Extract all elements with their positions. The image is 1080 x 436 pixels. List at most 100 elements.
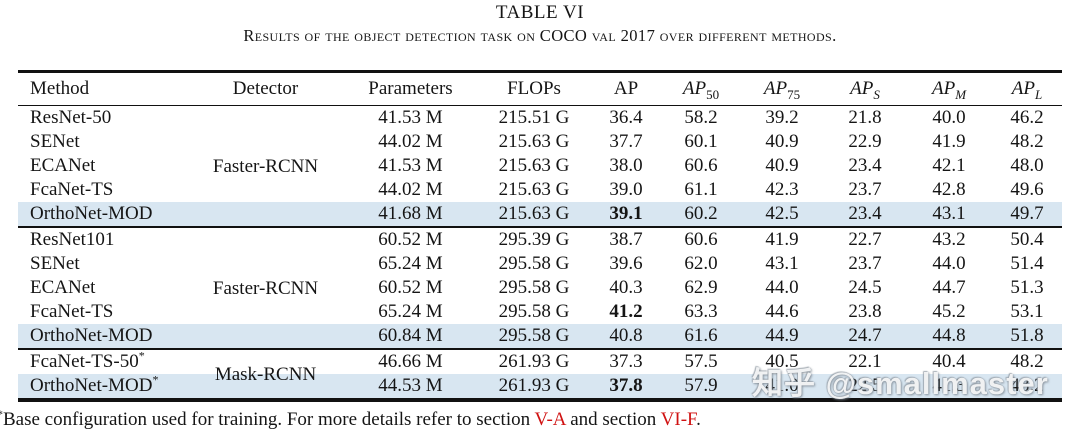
method-cell: ECANet — [30, 277, 96, 298]
ap50-cell: 62.9 — [684, 277, 718, 298]
apl-cell: 51.3 — [1010, 277, 1044, 298]
detector-cell — [188, 178, 343, 202]
detector-cell — [188, 324, 343, 349]
apl-cell: 46.2 — [1010, 107, 1044, 128]
aps-cell: 22.7 — [824, 226, 906, 252]
table-number-title: TABLE VI — [495, 2, 585, 23]
apl-cell: 48.2 — [992, 348, 1062, 374]
ap-cell: 37.7 — [609, 131, 643, 152]
method-cell: SENet — [30, 131, 80, 152]
ap75-cell: 43.1 — [765, 253, 799, 274]
ap75-cell: 42.5 — [740, 202, 824, 227]
ap50-cell: 60.6 — [662, 226, 740, 252]
footnote-period: . — [696, 409, 701, 430]
aps-cell: 22.9 — [848, 131, 882, 152]
ap-cell: 38.7 — [590, 226, 662, 252]
parameters-cell: 44.02 M — [378, 179, 443, 200]
detector-cell — [188, 348, 343, 374]
apm-cell: 45.2 — [932, 301, 966, 322]
aps-cell: 23.7 — [848, 253, 882, 274]
detector-cell — [188, 202, 343, 227]
apl-cell: 48.2 — [992, 374, 1062, 400]
flops-cell: 295.58 G — [498, 301, 570, 322]
table-row: ResNet-50 41.53 M 215.51 G 36.4 58.2 39.2 21.8… — [18, 106, 1062, 131]
parameters-cell: 60.52 M — [343, 226, 478, 252]
ap-cell: 40.8 — [590, 324, 662, 349]
footnote-text-mid: and section — [565, 409, 661, 430]
header-row: Method Detector Parameters FLOPs AP AP50… — [18, 71, 1062, 106]
footnote-marker: * — [0, 407, 3, 421]
ap-cell: 38.0 — [609, 155, 643, 176]
flops-cell: 261.93 G — [478, 374, 590, 400]
parameters-cell: 46.66 M — [343, 348, 478, 374]
apm-cell: 42.8 — [932, 179, 966, 200]
method-cell: SENet — [30, 253, 80, 274]
table-row: OrthoNet-MOD 60.84 M 295.58 G 40.8 61.6 44.9 2… — [18, 324, 1062, 349]
method-cell: ResNet101 — [18, 226, 188, 252]
ap75-cell: 40.9 — [765, 155, 799, 176]
method-cell: FcaNet-TS-50* — [18, 348, 188, 374]
apm-cell: 41.9 — [932, 131, 966, 152]
col-header-method: Method — [18, 71, 188, 106]
aps-cell: 24.7 — [824, 324, 906, 349]
apm-cell: 40.4 — [906, 348, 992, 374]
apl-cell: 51.4 — [1010, 253, 1044, 274]
flops-cell: 295.39 G — [478, 226, 590, 252]
aps-cell: 23.7 — [848, 179, 882, 200]
aps-cell: 23.4 — [848, 155, 882, 176]
parameters-cell: 65.24 M — [378, 253, 443, 274]
method-cell: FcaNet-TS — [30, 301, 114, 322]
aps-cell: 22.5 — [824, 374, 906, 400]
ap75-cell: 41.0 — [740, 374, 824, 400]
ap-cell: 37.8 — [590, 374, 662, 400]
table-row: ECANet 60.52 M 295.58 G 40.3 62.9 44.0 24.5 44.… — [18, 276, 1062, 300]
ap75-cell: 40.5 — [740, 348, 824, 374]
ap50-cell: 60.2 — [662, 202, 740, 227]
aps-cell: 22.1 — [824, 348, 906, 374]
method-cell: FcaNet-TS — [30, 179, 114, 200]
parameters-cell: 41.68 M — [343, 202, 478, 227]
footnote-text: Base configuration used for training. Fo… — [3, 409, 535, 430]
results-table: Method Detector Parameters FLOPs AP AP50… — [18, 70, 1062, 402]
ap75-cell: 41.9 — [740, 226, 824, 252]
ap-cell: 37.3 — [590, 348, 662, 374]
apm-cell: 43.1 — [906, 202, 992, 227]
apm-cell: 42.1 — [932, 155, 966, 176]
aps-cell: 24.5 — [848, 277, 882, 298]
table-row: SENet 44.02 M 215.63 G 37.7 60.1 40.9 22.9 41.9… — [18, 130, 1062, 154]
aps-cell: 21.8 — [848, 107, 882, 128]
ap50-cell: 58.2 — [684, 107, 718, 128]
method-cell: OrthoNet-MOD — [18, 324, 188, 349]
section-link-v-a[interactable]: V-A — [534, 409, 566, 430]
section-link-vi-f[interactable]: VI-F — [660, 409, 697, 430]
col-header-flops: FLOPs — [478, 71, 590, 106]
ap50-cell: 61.6 — [662, 324, 740, 349]
parameters-cell: 60.52 M — [378, 277, 443, 298]
ap75-cell: 44.9 — [740, 324, 824, 349]
ap50-cell: 60.1 — [684, 131, 718, 152]
ap75-cell: 44.6 — [765, 301, 799, 322]
ap50-cell: 62.0 — [684, 253, 718, 274]
table-row: OrthoNet-MOD 41.68 M 215.63 G 39.1 60.2 42.5 2… — [18, 202, 1062, 227]
method-cell: ECANet — [30, 155, 96, 176]
flops-cell: 295.58 G — [498, 277, 570, 298]
ap75-cell: 44.0 — [765, 277, 799, 298]
apl-cell: 51.8 — [992, 324, 1062, 349]
col-header-ap50: AP50 — [662, 71, 740, 106]
parameters-cell: 41.53 M — [378, 107, 443, 128]
method-cell: OrthoNet-MOD — [18, 202, 188, 227]
apl-cell: 49.7 — [992, 202, 1062, 227]
apm-cell: 44.8 — [906, 324, 992, 349]
ap50-cell: 57.5 — [662, 348, 740, 374]
detector-cell — [188, 374, 343, 400]
aps-cell: 23.4 — [824, 202, 906, 227]
flops-cell: 215.63 G — [498, 179, 570, 200]
flops-cell: 215.63 G — [478, 202, 590, 227]
table-row: FcaNet-TS 44.02 M 215.63 G 39.0 61.1 42.3 23.7… — [18, 178, 1062, 202]
table-row: ECANet 41.53 M 215.63 G 38.0 60.6 40.9 23.4 42.… — [18, 154, 1062, 178]
apl-cell: 50.4 — [992, 226, 1062, 252]
results-table-wrapper: Method Detector Parameters FLOPs AP AP50… — [18, 70, 1062, 402]
col-header-apl: APL — [992, 71, 1062, 106]
ap75-cell: 39.2 — [765, 107, 799, 128]
ap-cell: 39.0 — [609, 179, 643, 200]
